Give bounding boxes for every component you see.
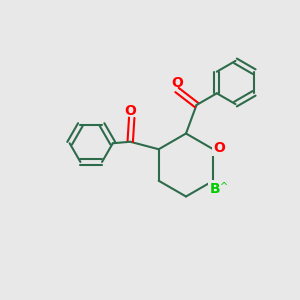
Text: ^: ^ [220,182,228,192]
Text: B: B [209,182,220,196]
Text: O: O [171,76,183,90]
Text: O: O [124,104,136,118]
Text: O: O [213,141,225,155]
